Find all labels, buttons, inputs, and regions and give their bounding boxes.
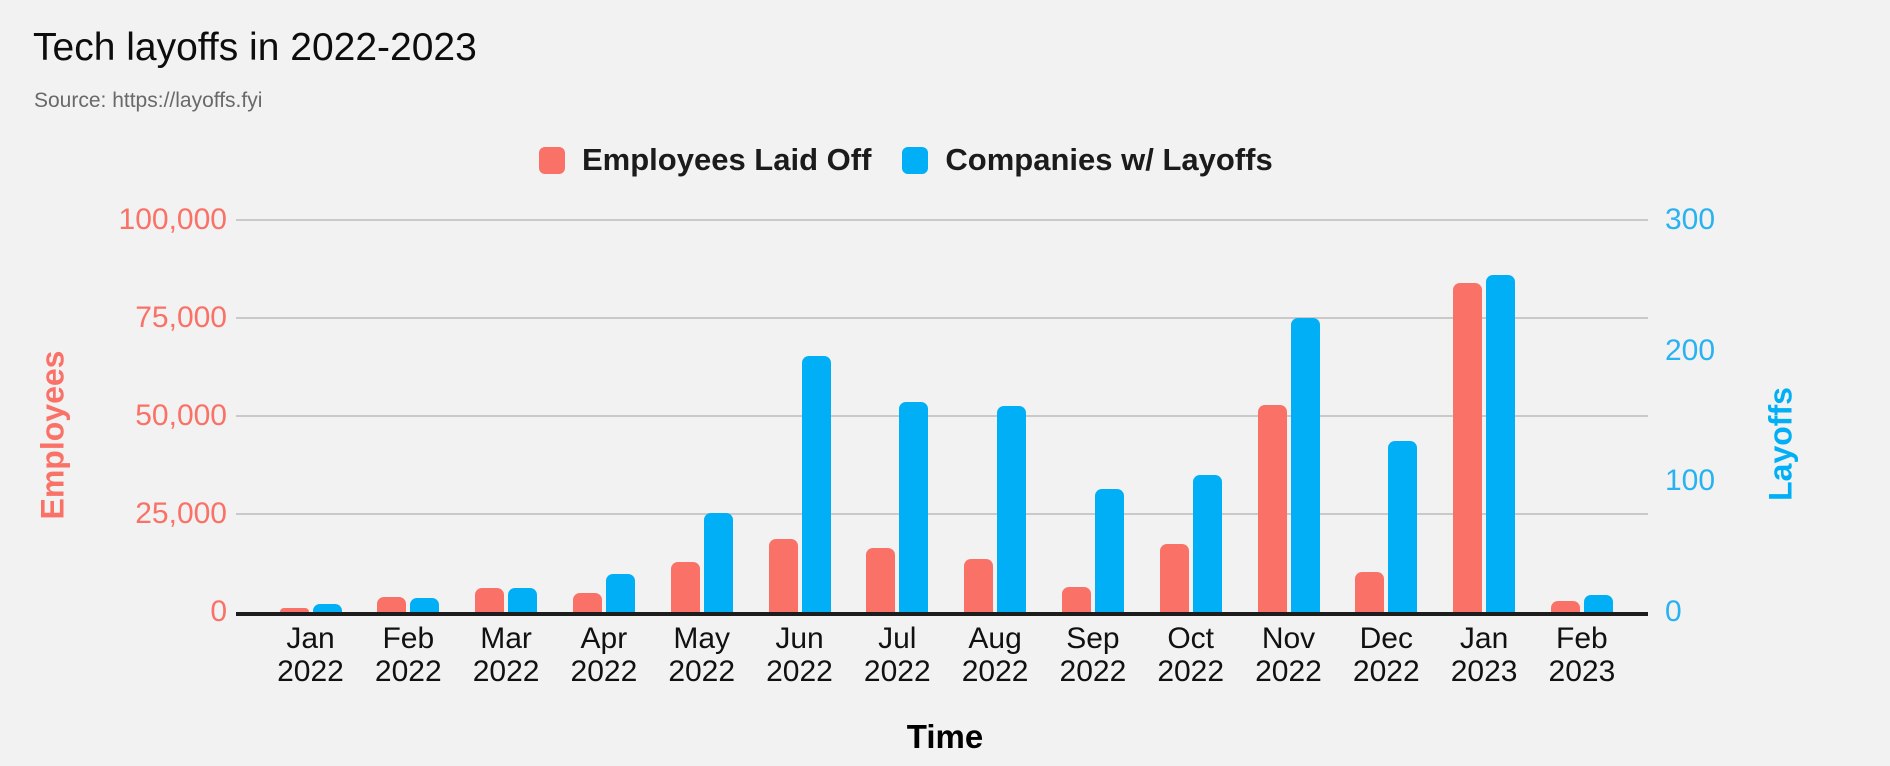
y-axis-tick-label-left: 75,000 (135, 301, 227, 334)
y-axis-tick-label-right: 0 (1665, 595, 1682, 628)
gridline (236, 513, 1648, 515)
x-axis-tick-month: Apr (580, 622, 628, 655)
bar-employees-laid-off (279, 608, 309, 612)
x-axis-tick-label: Sep 2022 (1060, 622, 1127, 688)
chart-title: Tech layoffs in 2022-2023 (33, 26, 477, 69)
x-axis-tick-month: Oct (1167, 622, 1215, 655)
x-axis-tick-year: 2022 (1352, 655, 1420, 688)
bar-employees-laid-off (964, 559, 994, 612)
bar-companies-w-layoffs (1583, 595, 1613, 612)
x-axis-tick-year: 2022 (277, 655, 344, 688)
legend-swatch-companies-icon (902, 146, 929, 174)
legend-label-companies: Companies w/ Layoffs (945, 142, 1273, 177)
x-axis-tick-month: Feb (382, 622, 435, 655)
x-axis-tick-year: 2022 (1059, 655, 1127, 688)
bar-companies-w-layoffs (801, 356, 831, 612)
x-axis-tick-label: Aug 2022 (962, 622, 1029, 688)
gridline (236, 317, 1648, 319)
x-axis-tick-month: Nov (1261, 622, 1316, 655)
x-axis-tick-label: May 2022 (668, 622, 735, 688)
x-axis-tick-month: Jun (775, 622, 824, 655)
x-axis-tick-month: Jan (1459, 622, 1509, 655)
x-axis-tick-year: 2023 (1548, 655, 1616, 688)
y-axis-tick-label-left: 25,000 (135, 497, 227, 530)
y-axis-tick-label-right: 100 (1665, 464, 1716, 498)
x-axis-tick-labels: Jan 2022 Feb 2022 Mar 2022 Apr 2022 May 2022 Jun 20… (244, 622, 1640, 692)
x-axis-tick-label: Apr 2022 (571, 622, 638, 688)
x-axis-tick-month: Sep (1066, 622, 1120, 655)
bar-employees-laid-off (1453, 283, 1483, 612)
bar-companies-w-layoffs (899, 402, 929, 612)
x-axis-tick-label: Dec 2022 (1353, 622, 1420, 688)
x-axis-tick-label: Jun 2022 (766, 622, 833, 688)
bar-companies-w-layoffs (1094, 489, 1124, 612)
y-axis-tick-label-left: 0 (210, 595, 227, 628)
x-axis-tick-month: May (673, 622, 731, 655)
x-axis-tick-month: Jan (286, 622, 335, 655)
x-axis-tick-label: Mar 2022 (473, 622, 540, 688)
bar-companies-w-layoffs (410, 598, 440, 612)
x-axis-tick-month: Jul (878, 622, 917, 655)
legend-item-employees: Employees Laid Off (539, 142, 871, 178)
x-axis-tick-year: 2022 (374, 655, 442, 688)
legend-swatch-employees-icon (539, 146, 565, 174)
x-axis-tick-label: Feb 2023 (1549, 622, 1616, 688)
x-axis-title-time: Time (906, 718, 984, 755)
x-axis-tick-label: Jul 2022 (864, 622, 931, 688)
x-axis-tick-year: 2022 (863, 655, 931, 688)
x-axis-tick-year: 2022 (1157, 655, 1225, 688)
y-axis-tick-label-right: 200 (1665, 333, 1716, 367)
bar-companies-w-layoffs (508, 588, 538, 612)
bar-employees-laid-off (572, 593, 602, 612)
y-axis-tick-label-right: 300 (1665, 203, 1716, 236)
x-axis-tick-year: 2022 (766, 655, 833, 688)
bar-employees-laid-off (377, 597, 407, 612)
bar-employees-laid-off (1159, 544, 1189, 612)
y-axis-right-tick-labels: 300 200 100 0 (1665, 203, 1865, 628)
y-axis-tick-label-left: 50,000 (135, 399, 227, 432)
x-axis-tick-month: Feb (1556, 622, 1608, 655)
x-axis-tick-year: 2022 (472, 655, 540, 688)
y-axis-tick-label-left: 100,000 (118, 203, 227, 236)
gridline (236, 415, 1648, 417)
x-axis-tick-year: 2022 (570, 655, 638, 688)
x-axis-tick-month: Aug (968, 622, 1022, 655)
bar-companies-w-layoffs (997, 406, 1027, 612)
bar-employees-laid-off (768, 539, 798, 612)
x-axis-tick-year: 2023 (1450, 655, 1518, 688)
bar-companies-w-layoffs (703, 513, 733, 612)
bar-companies-w-layoffs (1388, 441, 1418, 612)
legend-item-companies: Companies w/ Layoffs (902, 142, 1273, 178)
x-axis-tick-label: Jan 2023 (1451, 622, 1518, 688)
chart-source: Source: https://layoffs.fyi (34, 89, 263, 112)
bar-companies-w-layoffs (605, 574, 635, 612)
x-axis-tick-month: Mar (480, 622, 532, 655)
x-axis-tick-label: Jan 2022 (277, 622, 344, 688)
bar-employees-laid-off (670, 562, 700, 612)
x-axis-tick-year: 2022 (961, 655, 1029, 688)
bar-companies-w-layoffs (1486, 275, 1516, 612)
bar-employees-laid-off (1550, 601, 1580, 612)
x-axis-tick-label: Feb 2022 (375, 622, 442, 688)
plot-area (236, 219, 1648, 616)
y-axis-left-tick-labels: 100,000 75,000 50,000 25,000 0 (0, 203, 227, 628)
x-axis-line (236, 612, 1648, 616)
gridline (236, 219, 1648, 221)
x-axis-tick-label: Nov 2022 (1255, 622, 1322, 688)
x-axis-tick-year: 2022 (668, 655, 736, 688)
bar-companies-w-layoffs (312, 604, 342, 612)
bar-employees-laid-off (1061, 587, 1091, 612)
legend: Employees Laid Off Companies w/ Layoffs (539, 142, 1273, 178)
x-axis-tick-label: Oct 2022 (1157, 622, 1224, 688)
bar-employees-laid-off (1257, 405, 1287, 612)
x-axis-tick-month: Dec (1359, 622, 1413, 655)
bar-employees-laid-off (866, 548, 896, 612)
x-axis-tick-year: 2022 (1255, 655, 1322, 688)
bar-employees-laid-off (1355, 572, 1385, 612)
bar-companies-w-layoffs (1192, 475, 1222, 612)
legend-label-employees: Employees Laid Off (582, 142, 872, 177)
bar-companies-w-layoffs (1290, 318, 1320, 612)
bar-employees-laid-off (475, 588, 505, 612)
